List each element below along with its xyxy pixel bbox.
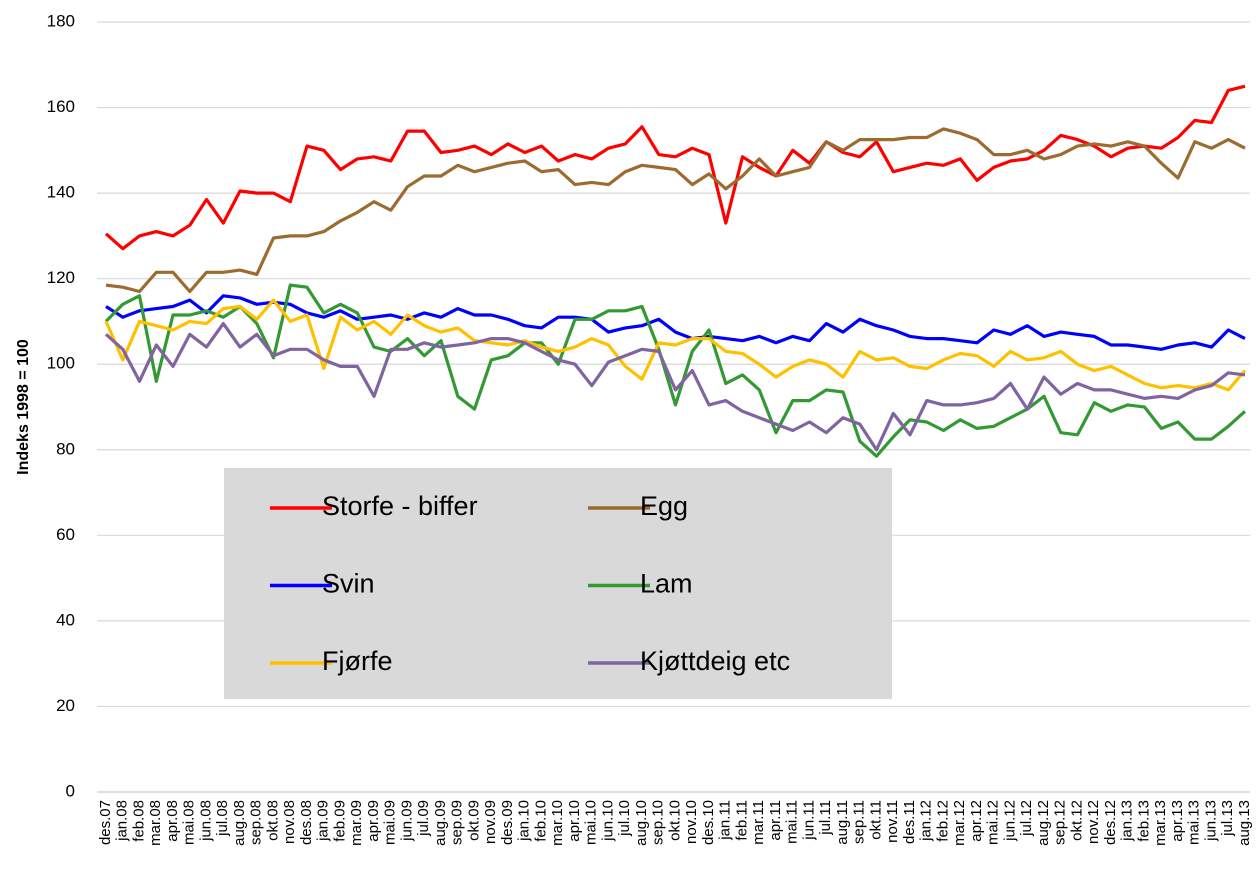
x-tick-label: jul.08 [214, 800, 231, 837]
x-tick-label: nov.09 [482, 800, 499, 844]
x-tick-label: apr.13 [1169, 800, 1186, 842]
x-tick-label: mar.08 [147, 800, 164, 846]
y-tick-label: 20 [56, 696, 75, 715]
x-tick-label: jul.10 [616, 800, 633, 837]
x-tick-label: nov.08 [281, 800, 298, 844]
x-tick-label: des.10 [700, 800, 717, 845]
x-tick-label: feb.13 [1135, 800, 1152, 842]
x-tick-label: mar.13 [1152, 800, 1169, 846]
legend-label: Kjøttdeig etc [640, 646, 790, 676]
x-tick-label: jun.10 [599, 800, 616, 842]
x-tick-label: jun.12 [1001, 800, 1018, 842]
x-tick-label: jul.12 [1018, 800, 1035, 837]
x-tick-label: jan.10 [516, 800, 533, 842]
x-tick-label: apr.10 [566, 800, 583, 842]
x-tick-label: des.09 [499, 800, 516, 845]
x-tick-label: apr.09 [365, 800, 382, 842]
legend-label: Fjørfe [322, 646, 393, 676]
x-tick-label: jun.11 [800, 800, 817, 841]
x-tick-label: mar.11 [750, 800, 767, 845]
x-tick-label: apr.08 [164, 800, 181, 842]
x-tick-label: mai.08 [181, 800, 198, 845]
x-tick-label: feb.12 [934, 800, 951, 842]
x-tick-label: feb.08 [130, 800, 147, 842]
series-line [104, 283, 1247, 458]
x-tick-label: nov.12 [1085, 800, 1102, 844]
legend-label: Egg [640, 491, 688, 521]
series-line [104, 84, 1246, 251]
x-tick-label: feb.10 [532, 800, 549, 842]
y-tick-label: 80 [56, 439, 75, 458]
x-tick-label: jun.13 [1202, 800, 1219, 842]
x-tick-label: jan.13 [1119, 800, 1136, 842]
x-tick-label: okt.10 [666, 800, 683, 841]
legend-label: Lam [640, 569, 693, 599]
x-tick-label: aug.09 [432, 800, 449, 846]
x-tick-label: sep.09 [449, 800, 466, 845]
x-tick-label: mai.10 [583, 800, 600, 845]
y-tick-label: 180 [47, 11, 75, 30]
y-tick-label: 120 [47, 268, 75, 287]
x-tick-label: jan.11 [717, 800, 734, 841]
x-tick-label: aug.11 [834, 800, 851, 845]
legend: Storfe - biffer Egg Svin Lam Fjørfe Kjøttdeig… [224, 468, 892, 699]
x-tick-label: aug.08 [231, 800, 248, 846]
x-tick-label: jul.13 [1219, 800, 1236, 837]
y-tick-label: 0 [66, 781, 75, 800]
x-tick-label: mai.11 [784, 800, 801, 844]
x-tick-label: des.12 [1102, 800, 1119, 845]
x-tick-label: okt.09 [465, 800, 482, 841]
legend-label: Storfe - biffer [322, 491, 478, 521]
legend-label: Svin [322, 569, 375, 599]
series-line [104, 298, 1247, 392]
x-tick-label: jun.09 [398, 800, 415, 842]
x-tick-label: feb.09 [331, 800, 348, 842]
x-tick-label: okt.08 [264, 800, 281, 841]
x-tick-label: mai.09 [382, 800, 399, 845]
x-tick-label: nov.11 [884, 800, 901, 843]
series-line [105, 127, 1246, 294]
x-tick-label: sep.11 [851, 800, 868, 844]
x-tick-label: aug.12 [1035, 800, 1052, 846]
x-tick-label: mai.13 [1186, 800, 1203, 845]
x-tick-label: mar.12 [951, 800, 968, 846]
x-tick-label: jun.08 [197, 800, 214, 842]
x-tick-label: aug.13 [1236, 800, 1253, 846]
series-line [105, 294, 1246, 351]
x-tick-label: aug.10 [633, 800, 650, 846]
x-tick-label: jan.08 [114, 800, 131, 842]
x-tick-label: jul.11 [817, 800, 834, 836]
x-tick-label: sep.12 [1052, 800, 1069, 845]
x-tick-label: mai.12 [985, 800, 1002, 845]
x-tick-label: mar.09 [348, 800, 365, 846]
x-tick-label: sep.10 [650, 800, 667, 845]
x-tick-label: apr.12 [968, 800, 985, 842]
x-tick-label: jul.09 [415, 800, 432, 837]
x-tick-label: jan.09 [315, 800, 332, 842]
y-tick-label: 140 [47, 183, 75, 202]
x-tick-label: des.08 [298, 800, 315, 845]
x-tick-label: jan.12 [918, 800, 935, 842]
y-tick-label: 40 [56, 610, 75, 629]
x-tick-label: okt.12 [1068, 800, 1085, 841]
x-tick-label: des.11 [901, 800, 918, 844]
x-tick-label: feb.11 [733, 800, 750, 841]
x-tick-label: apr.11 [767, 800, 784, 841]
y-tick-label: 100 [47, 354, 75, 373]
y-tick-label: 160 [47, 97, 75, 116]
x-tick-label: des.07 [97, 800, 114, 845]
series-line [104, 322, 1246, 452]
legend-box [224, 468, 892, 699]
x-tick-label: nov.10 [683, 800, 700, 844]
y-tick-label: 60 [56, 525, 75, 544]
y-axis-label: Indeks 1998 = 100 [15, 339, 32, 475]
x-tick-label: sep.08 [248, 800, 265, 845]
x-tick-label: okt.11 [867, 800, 884, 840]
x-tick-label: mar.10 [549, 800, 566, 846]
